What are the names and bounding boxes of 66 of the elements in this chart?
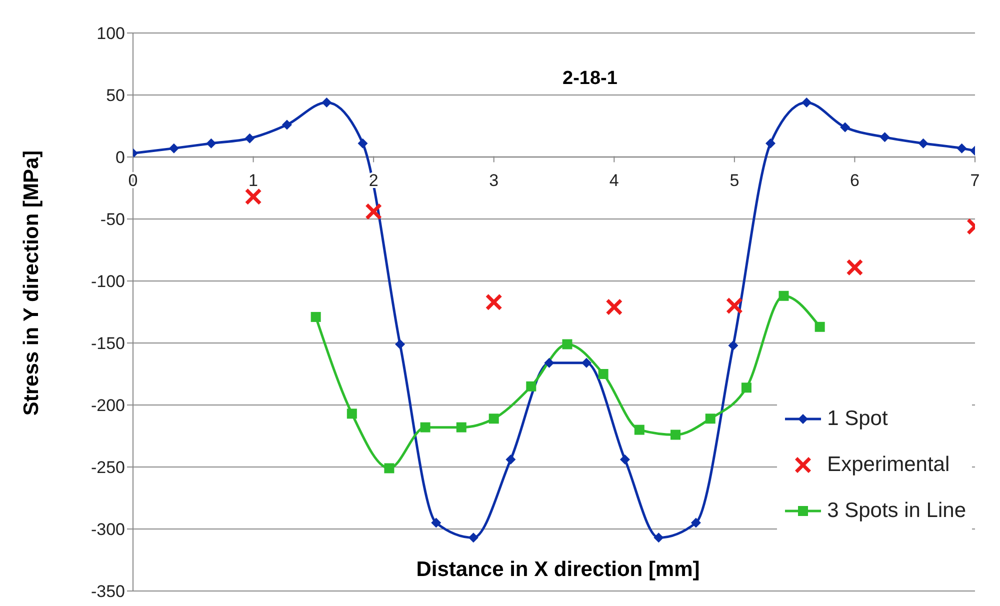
x-tick-label: 3 [489,171,499,190]
point [486,294,502,310]
point [598,369,608,379]
y-tick-label: -50 [100,210,125,230]
x-tick-label: 1 [248,171,258,190]
x-tick-label: 0 [128,171,138,190]
y-tick-label: -300 [90,520,125,540]
point [562,339,572,350]
point [778,290,789,301]
point [168,143,179,154]
point [690,518,701,528]
point [846,259,863,276]
point [488,414,499,424]
point [206,138,216,148]
point [506,454,516,465]
y-tick-label: -100 [90,272,125,292]
point [634,424,644,435]
y-tick-label: 50 [106,86,125,106]
y-tick-label: -150 [90,334,125,354]
point [366,204,382,220]
point [741,382,752,393]
point [322,97,332,108]
text: 2-18-1 [562,68,618,89]
x-axis-title: Distance in X direction [mm] [415,558,701,582]
x-tick-label: 6 [850,171,860,190]
point [728,340,738,350]
y-tick-label: 100 [96,24,125,44]
point [654,532,664,543]
point [244,133,255,144]
legend-label: Experimental [827,453,950,477]
point [420,422,430,432]
point [918,138,928,148]
point [456,422,466,432]
y-tick-label: -250 [90,458,125,478]
point [468,532,478,543]
point [395,339,406,350]
point [245,188,262,205]
point [310,312,321,322]
x-tick-label: 7 [970,171,980,190]
point [544,358,554,368]
point [956,143,967,154]
point [802,97,812,108]
point [384,463,394,474]
legend-label: 3 Spots in Line [827,499,966,523]
point [581,358,592,368]
point [620,454,630,465]
point [431,518,442,528]
point [840,122,850,132]
point [705,414,716,424]
point [670,430,680,440]
point [766,138,776,148]
point [880,132,890,142]
y-axis-title: Stress in Y direction [MPa] [20,150,44,416]
legend-label: 1 Spot [827,407,888,431]
point [358,138,368,148]
y-tick-label: -350 [90,582,125,602]
y-tick-label: -200 [90,396,125,416]
point [346,408,357,419]
point [726,298,742,314]
x-tick-label: 4 [609,171,619,190]
point [606,299,622,316]
point [814,322,825,332]
y-tick-label: 0 [116,148,125,168]
x-tick-label: 5 [730,171,740,190]
point [526,381,536,392]
point [282,120,292,130]
